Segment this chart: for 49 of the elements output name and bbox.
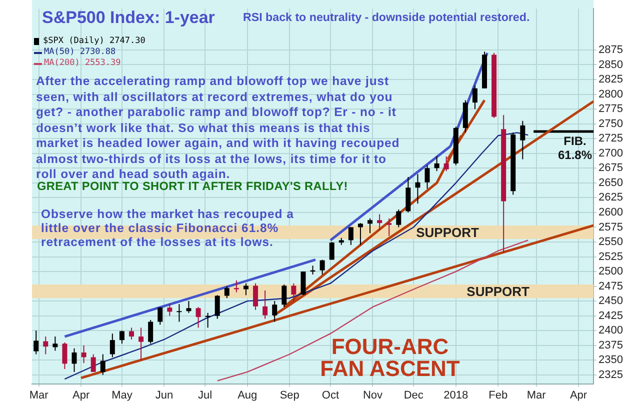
y-tick-label: 2850: [598, 58, 624, 71]
x-tick-label: Feb: [488, 389, 508, 402]
annotation: GREAT POINT TO SHORT IT AFTER FRIDAY'S RALLY!: [37, 179, 348, 193]
y-tick-label: 2775: [598, 103, 624, 116]
y-tick-label: 2575: [598, 221, 624, 234]
x-tick-label: Aug: [238, 389, 258, 402]
annotation: After the accelerating ramp and blowoff top we have just seen, with all oscillators at record extremes, what do you get? - another parabolic ramp and blowoff top? Er - no - it doesn’t work like that. So what this means is that this market is headed lower again, and with it having recouped almost two-thirds of its loss at the lows, its time for it to roll over and head south again.: [36, 74, 401, 182]
x-tick-label: May: [112, 389, 133, 402]
y-tick-label: 2825: [598, 74, 624, 86]
y-tick-label: 2375: [598, 339, 624, 352]
x-tick-label: 2018: [444, 389, 468, 402]
y-tick-label: 2800: [598, 88, 624, 100]
y-tick-label: 2625: [598, 192, 624, 204]
x-tick-label: Oct: [322, 389, 340, 402]
x-tick-label: Jul: [198, 389, 212, 402]
y-tick-label: 2475: [598, 280, 624, 292]
x-tick-label: Mar: [29, 389, 49, 402]
y-tick-label: 2750: [598, 118, 624, 130]
legend-label: $SPX (Daily) 2747.30: [43, 36, 146, 47]
legend-label: MA(200) 2553.39: [44, 58, 121, 69]
x-tick-label: Mar: [526, 389, 546, 402]
x-tick-label: Nov: [362, 389, 384, 402]
y-tick-label: 2600: [598, 206, 624, 218]
chart-subtitle: RSI back to neutrality - downside potential restored.: [243, 11, 530, 24]
y-tick-label: 2650: [598, 176, 624, 189]
x-tick-label: Jun: [155, 389, 174, 402]
chart-title: S&P500 Index: 1-year: [42, 8, 215, 28]
x-tick-label: Apr: [570, 389, 588, 402]
y-tick-label: 2525: [598, 250, 624, 263]
y-tick-label: 2500: [598, 266, 624, 278]
annotation: FOUR-ARC FAN ASCENT: [319, 334, 461, 381]
y-tick-label: 2350: [598, 354, 624, 366]
annotation: Observe how the market has recouped a little over the classic Fibonacci 61.8% retracement of the losses at its lows.: [41, 207, 295, 249]
y-tick-label: 2725: [598, 132, 624, 145]
annotation: FIB. 61.8%: [556, 134, 594, 162]
y-tick-label: 2550: [598, 236, 624, 248]
y-tick-label: 2675: [598, 162, 624, 174]
y-tick-label: 2450: [598, 295, 624, 308]
y-tick-label: 2425: [598, 310, 624, 322]
y-tick-label: 2700: [598, 147, 624, 160]
x-tick-label: Apr: [72, 389, 90, 402]
y-tick-label: 2400: [598, 324, 624, 337]
legend-label: MA(50) 2730.88: [44, 47, 116, 58]
band-label: SUPPORT: [416, 224, 480, 240]
x-tick-label: Sep: [280, 389, 300, 402]
x-tick-label: Dec: [404, 389, 424, 402]
y-tick-label: 2325: [598, 368, 624, 381]
band-label: SUPPORT: [466, 284, 530, 299]
y-tick-label: 2875: [598, 44, 624, 56]
